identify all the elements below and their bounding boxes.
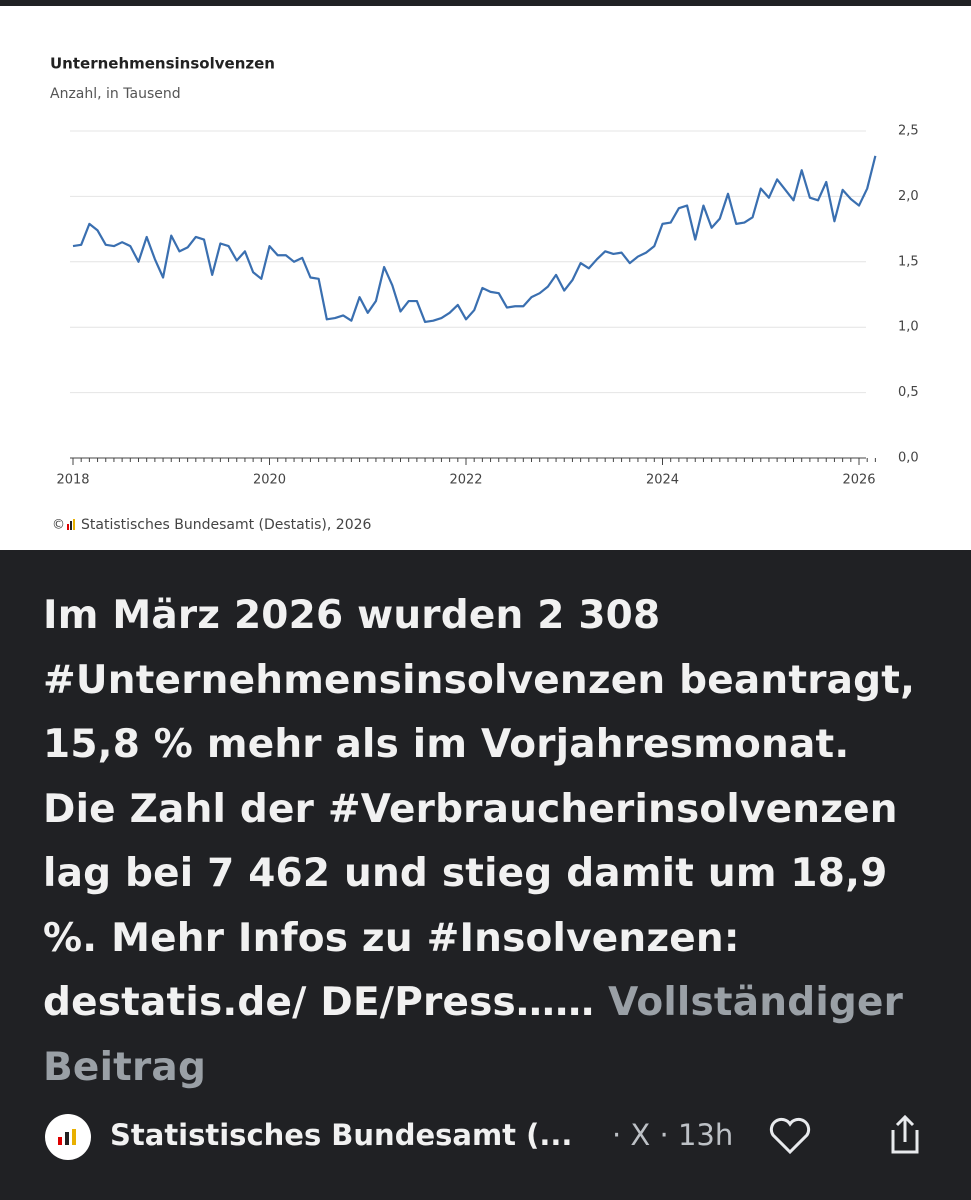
avatar-bar [72, 1129, 76, 1145]
copyright: © [52, 518, 65, 533]
logo-bar [70, 521, 72, 530]
source-text: Statistisches Bundesamt (Destatis), 2026 [81, 517, 372, 533]
y-tick-label: 2,5 [898, 124, 919, 139]
y-tick-label: 0,5 [898, 385, 919, 400]
source: © Statistisches Bundesamt (Destatis), 20… [52, 517, 372, 533]
avatar-bar [65, 1132, 69, 1145]
post-footer: Statistisches Bundesamt (... · X · 13h [45, 1114, 919, 1160]
y-tick-label: 2,0 [898, 189, 919, 204]
y-tick-label: 1,0 [898, 320, 919, 335]
x-tick-label: 2022 [449, 473, 482, 488]
x-tick-label: 2018 [56, 473, 89, 488]
y-tick-label: 1,5 [898, 254, 919, 269]
like-button[interactable] [769, 1117, 811, 1155]
chart-title: Unternehmensinsolvenzen [50, 55, 275, 73]
y-tick-label: 0,0 [898, 451, 919, 466]
x-tick-label: 2026 [842, 473, 875, 488]
read-more[interactable]: Vollständiger Beitrag [43, 980, 904, 1090]
chart-subtitle: Anzahl, in Tausend [50, 86, 181, 102]
post-text: Im März 2026 wurden 2 308 #Unternehmensi… [43, 584, 923, 1100]
post-body: Im März 2026 wurden 2 308 #Unternehmensi… [43, 593, 916, 1025]
post-meta: · X · 13h [612, 1118, 733, 1152]
chart: Unternehmensinsolvenzen Anzahl, in Tause… [0, 6, 971, 550]
author[interactable]: Statistisches Bundesamt (... [110, 1118, 572, 1152]
avatar-bar [58, 1137, 62, 1145]
x-tick-label: 2024 [646, 473, 679, 488]
share-button[interactable] [891, 1114, 919, 1154]
logo-bar [73, 519, 75, 530]
x-tick-label: 2020 [253, 473, 286, 488]
logo-bar [67, 524, 69, 530]
data-line [72, 155, 877, 324]
